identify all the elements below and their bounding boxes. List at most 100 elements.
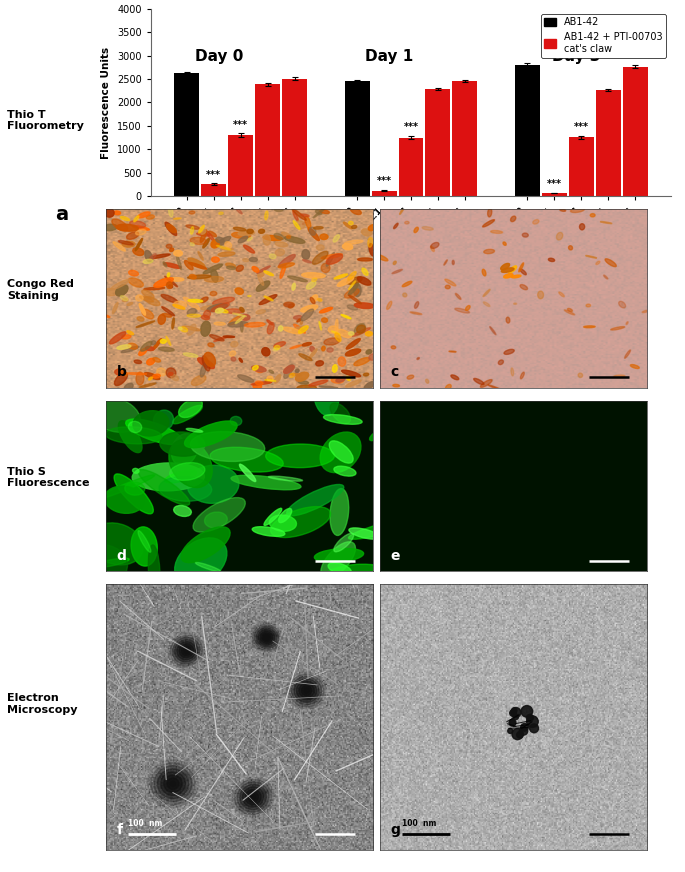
- Ellipse shape: [240, 322, 243, 332]
- Ellipse shape: [207, 303, 227, 311]
- Ellipse shape: [138, 530, 151, 552]
- Ellipse shape: [349, 281, 356, 290]
- Ellipse shape: [302, 249, 310, 259]
- Ellipse shape: [405, 221, 409, 224]
- Ellipse shape: [488, 208, 492, 217]
- Ellipse shape: [354, 303, 375, 309]
- Ellipse shape: [139, 303, 145, 315]
- Ellipse shape: [414, 302, 419, 309]
- Ellipse shape: [208, 343, 214, 347]
- Ellipse shape: [364, 382, 375, 389]
- Ellipse shape: [178, 327, 182, 330]
- Ellipse shape: [323, 564, 393, 589]
- Ellipse shape: [490, 327, 496, 335]
- Ellipse shape: [512, 275, 521, 278]
- Ellipse shape: [173, 304, 185, 310]
- Ellipse shape: [225, 263, 236, 268]
- Ellipse shape: [238, 230, 255, 235]
- Ellipse shape: [153, 374, 160, 378]
- Ellipse shape: [128, 421, 142, 433]
- Ellipse shape: [242, 787, 264, 807]
- Ellipse shape: [520, 284, 527, 290]
- Ellipse shape: [177, 642, 196, 660]
- Ellipse shape: [253, 365, 258, 370]
- Ellipse shape: [292, 209, 306, 221]
- Ellipse shape: [351, 208, 361, 215]
- Ellipse shape: [200, 230, 207, 242]
- Ellipse shape: [162, 307, 175, 316]
- Ellipse shape: [483, 290, 490, 296]
- Ellipse shape: [104, 208, 114, 217]
- Ellipse shape: [236, 265, 243, 271]
- Ellipse shape: [533, 220, 539, 224]
- Ellipse shape: [260, 631, 273, 644]
- Ellipse shape: [334, 467, 356, 476]
- Ellipse shape: [422, 227, 433, 230]
- Ellipse shape: [308, 228, 319, 241]
- Ellipse shape: [149, 377, 153, 380]
- Ellipse shape: [147, 358, 155, 364]
- Ellipse shape: [190, 227, 194, 235]
- Ellipse shape: [369, 354, 376, 360]
- Ellipse shape: [184, 261, 193, 269]
- Ellipse shape: [179, 644, 193, 657]
- Ellipse shape: [596, 261, 600, 264]
- Ellipse shape: [128, 344, 138, 349]
- Ellipse shape: [164, 262, 181, 269]
- Ellipse shape: [358, 276, 371, 285]
- Ellipse shape: [274, 342, 286, 348]
- Ellipse shape: [160, 432, 205, 456]
- Ellipse shape: [349, 221, 353, 225]
- Ellipse shape: [626, 322, 628, 324]
- Ellipse shape: [258, 276, 264, 285]
- Text: ***: ***: [574, 122, 588, 132]
- Ellipse shape: [302, 343, 312, 346]
- Ellipse shape: [488, 385, 501, 390]
- Ellipse shape: [351, 225, 357, 228]
- Ellipse shape: [514, 303, 516, 304]
- Ellipse shape: [316, 245, 324, 250]
- Ellipse shape: [452, 261, 454, 264]
- Ellipse shape: [264, 271, 273, 276]
- Ellipse shape: [216, 245, 231, 250]
- Ellipse shape: [445, 285, 450, 289]
- Ellipse shape: [556, 232, 563, 240]
- Ellipse shape: [258, 272, 264, 276]
- Ellipse shape: [314, 548, 364, 562]
- Ellipse shape: [323, 414, 362, 425]
- Ellipse shape: [169, 372, 173, 375]
- Ellipse shape: [567, 309, 573, 311]
- Ellipse shape: [174, 250, 182, 256]
- Ellipse shape: [162, 314, 172, 317]
- Ellipse shape: [321, 254, 342, 259]
- Ellipse shape: [311, 295, 318, 302]
- Text: e: e: [391, 548, 400, 562]
- Ellipse shape: [198, 251, 203, 260]
- Ellipse shape: [140, 342, 152, 351]
- Ellipse shape: [466, 305, 470, 310]
- Ellipse shape: [269, 370, 273, 373]
- Bar: [425, 89, 451, 196]
- Ellipse shape: [269, 476, 303, 481]
- Ellipse shape: [511, 368, 514, 376]
- Text: 100  nm: 100 nm: [127, 820, 162, 828]
- Ellipse shape: [164, 775, 182, 793]
- Ellipse shape: [235, 207, 242, 214]
- Ellipse shape: [200, 297, 208, 303]
- Ellipse shape: [112, 219, 127, 231]
- Ellipse shape: [275, 249, 284, 255]
- Ellipse shape: [240, 314, 250, 320]
- Ellipse shape: [279, 508, 292, 522]
- Ellipse shape: [119, 369, 127, 376]
- Ellipse shape: [153, 410, 173, 430]
- Ellipse shape: [174, 506, 191, 516]
- Ellipse shape: [289, 373, 295, 378]
- Ellipse shape: [334, 274, 347, 279]
- Ellipse shape: [506, 317, 510, 324]
- Ellipse shape: [399, 206, 405, 215]
- Ellipse shape: [335, 319, 338, 335]
- Ellipse shape: [129, 270, 138, 276]
- Ellipse shape: [343, 222, 352, 228]
- Ellipse shape: [203, 264, 223, 274]
- Ellipse shape: [603, 275, 608, 279]
